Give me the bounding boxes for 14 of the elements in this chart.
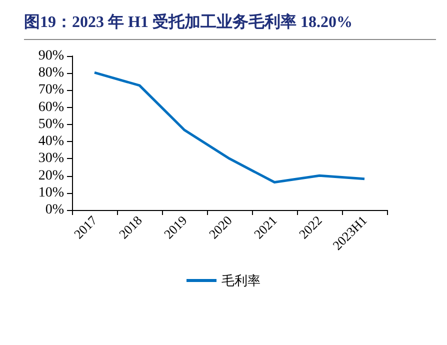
y-tick-label: 80% [38, 66, 64, 81]
y-tick-label: 70% [38, 82, 64, 98]
y-tick-label: 10% [38, 185, 64, 200]
x-tick-label: 2021 [250, 212, 280, 242]
y-tick-label: 30% [38, 151, 64, 166]
chart-title: 图19：2023 年 H1 受托加工业务毛利率 18.20% [24, 12, 436, 40]
legend-label: 毛利率 [222, 273, 260, 288]
y-tick-label: 0% [45, 202, 64, 218]
y-tick-label: 20% [38, 168, 64, 184]
line-series [93, 71, 366, 184]
y-tick-label: 60% [38, 100, 64, 115]
y-tick-label: 50% [38, 116, 64, 132]
y-tick-label: 40% [38, 134, 64, 150]
y-tick-label: 90% [38, 48, 64, 64]
